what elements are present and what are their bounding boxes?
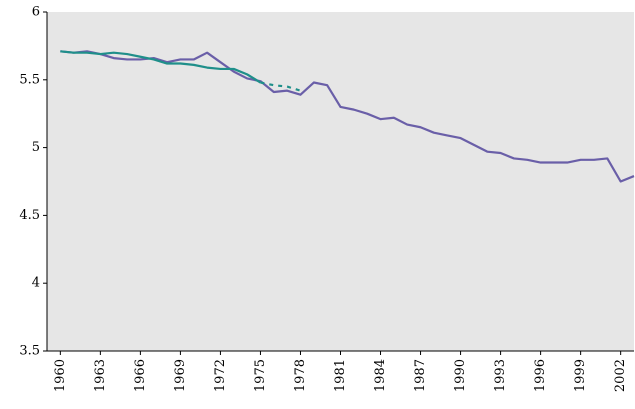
x-tick-label: 1978 <box>293 359 308 392</box>
x-tick-label: 1999 <box>573 359 588 392</box>
series-line <box>260 81 301 92</box>
x-tick-label: 1996 <box>533 359 548 392</box>
plot-area <box>47 12 634 351</box>
x-tick-label: 1972 <box>213 359 228 392</box>
x-tick-label: 1960 <box>53 359 68 392</box>
y-tick-label: 5 <box>32 140 40 155</box>
x-tick-label: 2002 <box>613 359 628 392</box>
series-line <box>60 50 262 84</box>
y-tick-label: 4.5 <box>19 208 40 223</box>
x-tick-label: 1981 <box>333 359 348 392</box>
x-tick-label: 1966 <box>133 359 148 392</box>
y-tick-label: 5.5 <box>19 72 40 87</box>
series-line <box>60 50 635 183</box>
x-tick-label: 1990 <box>453 359 468 392</box>
x-tick-label: 1969 <box>173 359 188 392</box>
y-tick-label: 3.5 <box>19 344 40 359</box>
x-tick-label: 1984 <box>373 359 388 392</box>
x-tick-label: 1993 <box>493 359 508 392</box>
y-tick-label: 6 <box>32 5 40 20</box>
x-tick-label: 1975 <box>253 359 268 392</box>
x-tick-label: 1987 <box>413 359 428 392</box>
x-tick-label: 1963 <box>93 359 108 392</box>
y-tick-label: 4 <box>32 276 40 291</box>
